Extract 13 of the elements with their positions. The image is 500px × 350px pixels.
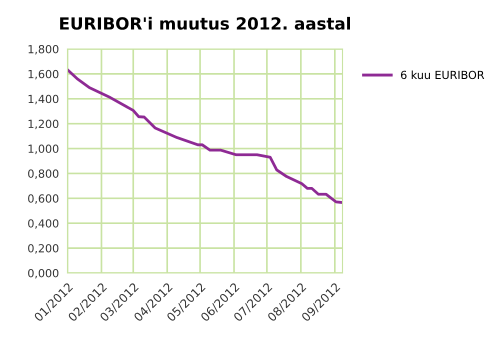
y-tick-label: 1,200 [28,120,58,130]
y-tick-label: 1,000 [28,144,58,154]
y-tick-label: 1,600 [28,70,58,80]
y-tick-label: 1,800 [28,44,58,55]
y-tick-label: 0,200 [28,244,58,254]
chart-title: EURIBOR'i muutus 2012. aastal [60,16,350,30]
y-tick-label: 1,400 [28,94,58,104]
y-tick-label: 0,800 [28,169,58,179]
legend-label: 6 kuu EURIBOR [400,70,484,80]
y-tick-label: 0,600 [28,194,58,204]
y-tick-label: 0,000 [28,268,58,279]
line-series [68,68,342,204]
y-tick-label: 0,400 [28,219,58,229]
